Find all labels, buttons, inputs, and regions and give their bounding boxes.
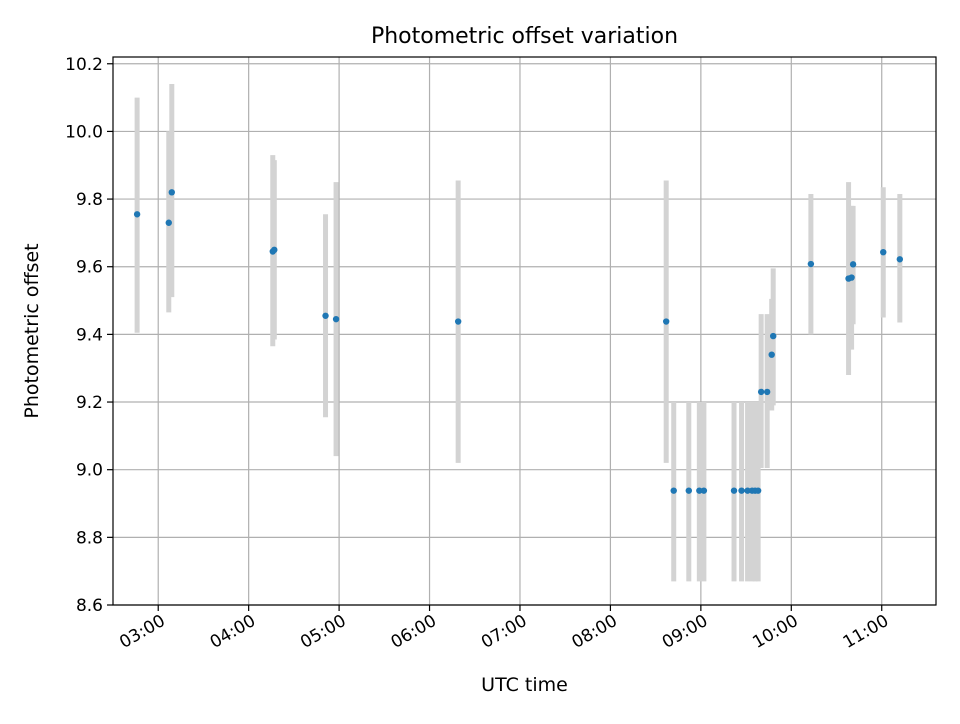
data-point	[696, 487, 703, 494]
x-tick-label: 09:00	[659, 611, 711, 653]
y-tick-label: 8.8	[76, 528, 103, 548]
x-axis-ticks: 03:00 04:00 05:00 06:00 07:00 08:00 09:00 10:00…	[116, 605, 892, 653]
plot-frame	[112, 56, 937, 606]
x-tick-label: 10:00	[749, 611, 801, 653]
x-tick-label: 04:00	[207, 611, 259, 653]
error-bars	[134, 84, 903, 582]
y-axis-ticks: 8.6 8.8 9.0 9.2 9.4 9.6 9.8 10.0 10.2	[65, 55, 113, 616]
data-point	[271, 246, 278, 254]
data-point	[896, 256, 904, 263]
y-axis-label: Photometric offset	[21, 243, 43, 418]
data-point	[322, 312, 329, 319]
y-tick-label: 10.0	[65, 122, 103, 142]
y-tick-label: 9.6	[76, 258, 103, 278]
y-tick-label: 10.2	[65, 55, 103, 75]
data-point	[165, 219, 172, 226]
data-point	[880, 248, 887, 256]
data-point	[670, 487, 677, 494]
y-tick-label: 9.4	[76, 325, 103, 345]
grid-lines	[113, 57, 936, 606]
data-point	[738, 487, 745, 494]
data-point	[700, 487, 708, 494]
data-point	[744, 487, 751, 494]
y-tick-label: 9.0	[76, 461, 103, 481]
data-point	[133, 211, 141, 218]
data-point	[332, 315, 340, 323]
y-tick-label: 8.6	[76, 596, 103, 616]
data-point	[662, 318, 670, 325]
data-point	[848, 274, 855, 281]
data-point	[168, 189, 175, 196]
x-tick-label: 03:00	[116, 611, 168, 653]
y-tick-label: 9.2	[76, 393, 103, 413]
data-point	[757, 388, 765, 396]
data-point	[754, 487, 762, 494]
x-tick-label: 05:00	[297, 611, 349, 653]
data-point	[454, 318, 462, 325]
data-point	[730, 487, 738, 494]
y-tick-label: 9.8	[76, 190, 103, 210]
x-tick-label: 08:00	[568, 611, 620, 653]
x-tick-label: 11:00	[840, 611, 892, 653]
x-axis-label: UTC time	[481, 674, 568, 696]
chart-title: Photometric offset variation	[371, 24, 678, 49]
x-tick-label: 07:00	[478, 611, 530, 653]
data-points	[133, 189, 904, 494]
data-point	[685, 487, 692, 494]
data-point	[849, 261, 857, 268]
data-point	[768, 351, 775, 358]
data-point	[770, 332, 777, 340]
x-tick-label: 06:00	[388, 611, 440, 653]
data-point	[807, 260, 815, 268]
data-point	[763, 388, 771, 396]
